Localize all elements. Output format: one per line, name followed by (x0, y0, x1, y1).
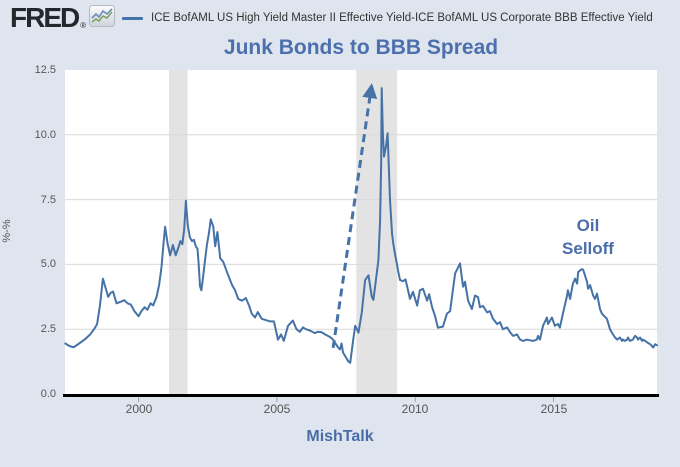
y-tick-label: 7.5 (40, 193, 56, 206)
y-tick-label: 0.0 (40, 388, 56, 400)
recession-band (356, 70, 398, 394)
registered-mark: ® (80, 21, 87, 30)
recession-band (169, 70, 188, 394)
annotation-oil-selloff: Oil Selloff (562, 214, 614, 260)
x-tick-label: 2015 (540, 402, 568, 416)
data-line (64, 87, 658, 364)
x-tick-label: 2005 (263, 402, 291, 416)
x-tick-label: 2010 (401, 402, 429, 416)
trend-arrow (331, 83, 378, 349)
x-tick-label: 2000 (125, 402, 153, 416)
legend-series-label: ICE BofAML US High Yield Master II Effec… (151, 12, 653, 24)
line-chart-icon (89, 5, 116, 27)
annotation-line-2: Selloff (562, 239, 614, 258)
annotation-line-1: Oil (576, 216, 600, 235)
y-tick-label: 5.0 (40, 258, 56, 271)
legend-line-swatch (122, 16, 143, 20)
y-tick-label: 12.5 (34, 64, 56, 76)
fred-logo: FRED ® (10, 2, 116, 33)
footer-credit: MishTalk (306, 428, 374, 445)
fred-logo-text: FRED (10, 2, 80, 33)
chart-title: Junk Bonds to BBB Spread (223, 36, 499, 59)
y-tick-label: 2.5 (40, 323, 56, 336)
legend: ICE BofAML US High Yield Master II Effec… (122, 12, 653, 24)
y-tick-label: 10.0 (34, 128, 56, 141)
